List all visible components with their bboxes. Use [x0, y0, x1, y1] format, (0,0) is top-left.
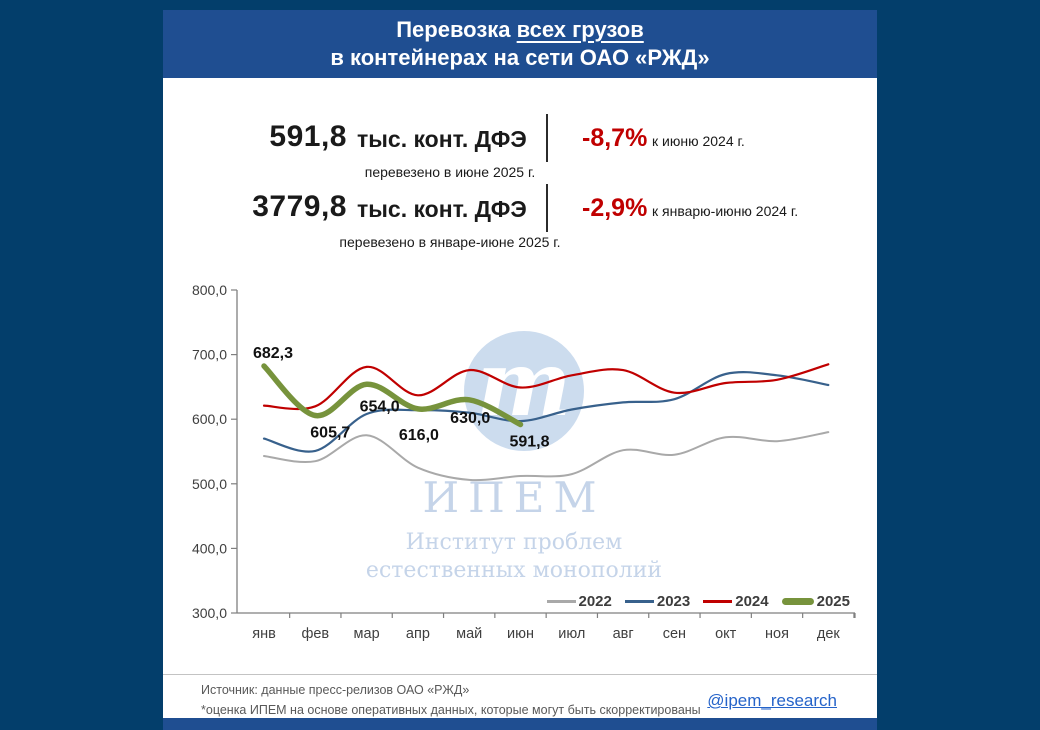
footer-divider: [163, 674, 877, 675]
chart-legend: 2022 2023 2024 2025: [546, 593, 850, 610]
stat-delta-half-year: -2,9%: [582, 194, 648, 222]
monthly-volume-chart: 300,0 400,0 500,0 600,0 700,0 800,0 янв фев мар а…: [192, 282, 856, 642]
stat-unit-june: тыс. конт. ДФЭ: [357, 126, 527, 152]
legend-label: 2025: [816, 593, 850, 610]
page-title-line1: Перевозка всех грузов: [396, 17, 644, 42]
month-label: янв: [252, 626, 276, 642]
data-label-2025: 630,0: [450, 410, 490, 427]
page-title-line2: в контейнерах на сети ОАО «РЖД»: [330, 45, 710, 70]
month-label: май: [456, 626, 482, 642]
month-label: окт: [715, 626, 737, 642]
legend-label: 2022: [578, 593, 612, 610]
month-label: дек: [817, 626, 841, 642]
legend-item-2025: 2025: [781, 593, 850, 610]
data-label-2025: 605,7: [310, 425, 350, 442]
legend-swatch-2023: [624, 600, 654, 603]
series-line-2025: [261, 363, 524, 428]
month-label: авг: [613, 626, 634, 642]
stat-row-half-year: 3779,8 тыс. конт. ДФЭ -2,9% к январю-июн…: [163, 184, 798, 260]
legend-item-2023: 2023: [624, 593, 691, 610]
series-line-2023: [262, 371, 830, 453]
stat-separator: [546, 184, 548, 232]
ipem-logo-circle: m: [464, 331, 584, 451]
series-line-2024: [262, 363, 830, 411]
legend-label: 2023: [656, 593, 691, 610]
stat-compare-june: к июню 2024 г.: [652, 133, 745, 149]
title-underlined-part: всех грузов: [516, 17, 644, 42]
stat-subtitle-half-year: перевезено в январе-июне 2025 г.: [339, 234, 561, 250]
stat-subtitle-june: перевезено в июне 2025 г.: [364, 164, 536, 180]
stat-value-half-year: 3779,8: [252, 190, 347, 223]
y-tick-label: 600,0: [192, 411, 227, 427]
stat-separator: [546, 114, 548, 162]
y-tick-label: 800,0: [192, 282, 227, 298]
watermark-acronym: ИПЕМ: [422, 473, 606, 522]
month-label: сен: [663, 626, 686, 642]
watermark-line2: естественных монополий: [365, 558, 663, 583]
stat-row-june: 591,8 тыс. конт. ДФЭ -8,7% к июню 2024 г…: [163, 114, 763, 190]
month-label: фев: [301, 626, 329, 642]
data-label-2025: 591,8: [509, 433, 549, 450]
content-card: Перевозка всех грузов в контейнерах на с…: [163, 10, 877, 730]
month-label: апр: [406, 626, 430, 642]
month-label: июл: [558, 626, 585, 642]
y-tick-label: 300,0: [192, 605, 227, 621]
header-banner: Перевозка всех грузов в контейнерах на с…: [163, 10, 877, 78]
y-tick-label: 400,0: [192, 540, 227, 556]
legend-label: 2024: [735, 593, 769, 610]
month-label: ноя: [765, 626, 789, 642]
stat-value-june: 591,8: [269, 120, 347, 153]
legend-swatch-2025: [781, 598, 814, 605]
y-tick-label: 700,0: [192, 347, 227, 363]
source-line1: Источник: данные пресс-релизов ОАО «РЖД»: [201, 683, 470, 697]
stat-delta-june: -8,7%: [582, 124, 648, 152]
data-label-2025: 682,3: [253, 345, 293, 362]
month-label: мар: [354, 626, 380, 642]
data-label-2025: 616,0: [399, 427, 439, 444]
legend-swatch-2024: [703, 600, 733, 603]
telegram-handle-link[interactable]: @ipem_research: [707, 691, 837, 710]
stat-compare-half-year: к январю-июню 2024 г.: [652, 203, 799, 219]
source-line2: *оценка ИПЕМ на основе оперативных данны…: [201, 703, 701, 717]
legend-swatch-2022: [546, 600, 576, 603]
watermark-line1: Институт проблем: [405, 530, 623, 555]
legend-item-2022: 2022: [546, 593, 612, 610]
month-label: июн: [507, 626, 534, 642]
stat-unit-half-year: тыс. конт. ДФЭ: [357, 196, 527, 222]
bottom-accent-strip: [163, 718, 877, 730]
legend-item-2024: 2024: [703, 593, 769, 610]
series-line-2022: [263, 431, 830, 482]
y-tick-label: 500,0: [192, 476, 227, 492]
data-label-2025: 654,0: [360, 398, 400, 415]
